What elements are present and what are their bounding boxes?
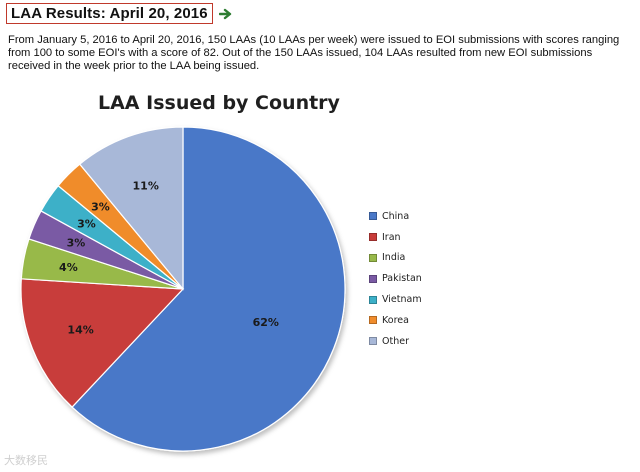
pie-slice-other (78, 126, 184, 291)
legend-swatch (369, 253, 377, 262)
legend-item-korea: Korea (369, 310, 422, 331)
right-arrow-icon (218, 8, 231, 19)
legend-swatch (369, 337, 377, 346)
pie-label-other: 11% (133, 179, 159, 192)
watermark: 大数移民 (4, 454, 48, 467)
pie-label-vietnam: 3% (77, 217, 96, 230)
legend-item-pakistan: Pakistan (369, 268, 422, 289)
page-title: LAA Results: April 20, 2016 (6, 3, 213, 24)
pie-slice-china (71, 126, 346, 452)
intro-paragraph: From January 5, 2016 to April 20, 2016, … (8, 34, 620, 72)
legend-swatch (369, 316, 377, 325)
legend-swatch (369, 212, 377, 221)
legend-item-other: Other (369, 331, 422, 352)
pie-label-iran: 14% (67, 324, 93, 337)
pie-label-pakistan: 3% (67, 237, 86, 250)
legend-label: India (382, 252, 406, 264)
legend-label: China (382, 210, 410, 222)
legend-item-vietnam: Vietnam (369, 289, 422, 310)
header: LAA Results: April 20, 2016 (6, 3, 233, 24)
legend-label: Vietnam (382, 294, 422, 306)
legend-label: Korea (382, 314, 409, 326)
legend-label: Other (382, 335, 409, 347)
chart-legend: China Iran India Pakistan Vietnam Korea Other (369, 206, 422, 352)
legend-label: Iran (382, 231, 401, 243)
pie-label-korea: 3% (91, 201, 110, 214)
legend-label: Pakistan (382, 273, 422, 285)
chart-title: LAA Issued by Country (98, 92, 340, 114)
legend-swatch (369, 233, 377, 242)
pie-label-india: 4% (59, 261, 78, 274)
legend-item-iran: Iran (369, 227, 422, 248)
legend-swatch (369, 295, 377, 304)
pie-slice-iran (20, 278, 185, 408)
pie-label-china: 62% (253, 316, 279, 329)
legend-item-china: China (369, 206, 422, 227)
legend-item-india: India (369, 248, 422, 269)
legend-swatch (369, 274, 377, 283)
